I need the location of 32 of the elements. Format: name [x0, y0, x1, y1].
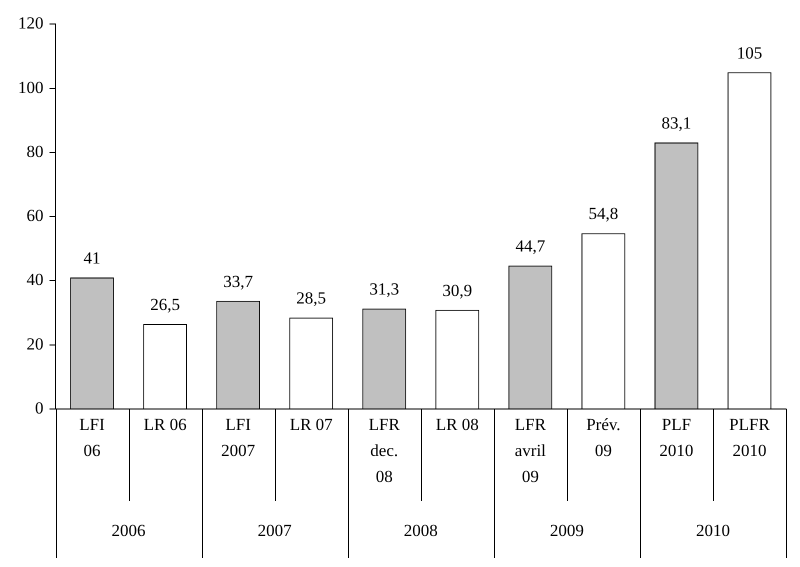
text: 2007: [258, 520, 292, 540]
x-tick-label: LFR avril 09: [514, 414, 547, 486]
text: 2006: [112, 520, 146, 540]
data-label: 41: [84, 248, 101, 268]
data-label: 28,5: [296, 288, 326, 308]
data-label: 33,7: [223, 272, 254, 291]
data-label: 83,1: [662, 113, 692, 132]
x-tick-label: PLF 2010: [659, 414, 694, 460]
y-tick-label: 20: [26, 334, 44, 354]
x-tick-label: LFI 2007: [221, 414, 256, 460]
text: 2008: [404, 520, 438, 540]
x-tick-label: LR 08: [436, 414, 479, 434]
x-tick-label: LFR dec. 08: [368, 414, 400, 486]
y-tick-label: 0: [35, 398, 44, 418]
x-tick-label: LR 06: [144, 414, 187, 434]
y-tick-label: 60: [26, 206, 44, 226]
x-tick-label: LFI 06: [79, 414, 106, 460]
text: 2009: [550, 520, 584, 540]
text: 2010: [696, 520, 730, 540]
y-tick-label: 40: [26, 270, 44, 290]
data-label: 26,5: [150, 294, 180, 314]
data-label: 31,3: [369, 280, 400, 299]
y-tick-label: 120: [18, 14, 44, 33]
x-tick-label: PLFR 2010: [729, 414, 770, 460]
data-label: 105: [736, 43, 762, 62]
x-tick-label: Prév. 09: [586, 414, 621, 460]
x-tick-label: LR 07: [290, 414, 334, 434]
data-label: 30,9: [442, 280, 472, 300]
data-label: 54,8: [588, 204, 618, 224]
y-tick-label: 100: [18, 78, 44, 97]
y-tick-label: 80: [26, 142, 44, 161]
data-label: 44,7: [515, 236, 546, 256]
